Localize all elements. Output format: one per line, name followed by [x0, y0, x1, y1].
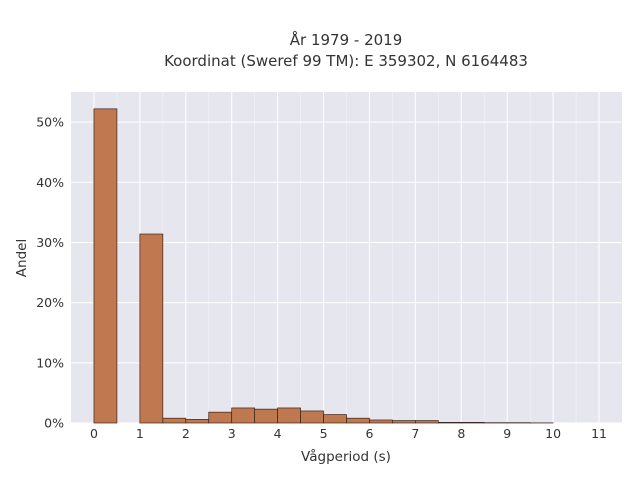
x-tick-label: 9: [503, 426, 511, 441]
histogram-bar: [369, 419, 393, 424]
y-tick-label: 50%: [36, 115, 64, 130]
x-tick-label: 2: [182, 426, 190, 441]
x-axis-label: Vågperiod (s): [301, 448, 391, 465]
histogram-bar: [300, 410, 324, 424]
y-tick-label: 40%: [36, 175, 64, 190]
bars: [93, 108, 554, 424]
histogram-bar: [460, 422, 485, 424]
x-tick-label: 8: [457, 426, 465, 441]
x-tick-label: 7: [411, 426, 419, 441]
histogram-bar: [139, 233, 164, 424]
grid-lines: [71, 92, 622, 424]
histogram-bar: [323, 414, 347, 424]
histogram-bar: [231, 407, 256, 424]
y-tick-label: 0%: [44, 416, 64, 431]
y-tick-label: 20%: [36, 295, 64, 310]
x-tick-labels: 0 1 2 3 4 5 6 7 8 9 10 11: [90, 426, 607, 441]
x-tick-label: 0: [90, 426, 98, 441]
x-tick-label: 10: [545, 426, 561, 441]
chart-title-line-2: Koordinat (Sweref 99 TM): E 359302, N 61…: [164, 52, 528, 70]
histogram-bar: [254, 408, 278, 424]
y-tick-label: 10%: [36, 355, 64, 370]
histogram-bar: [162, 417, 187, 424]
histogram-bar: [346, 417, 370, 424]
x-tick-label: 11: [591, 426, 607, 441]
x-tick-label: 3: [228, 426, 236, 441]
histogram-bar: [392, 420, 416, 424]
histogram-bar: [208, 411, 233, 424]
y-tick-labels: 0% 10% 20% 30% 40% 50%: [36, 115, 64, 431]
x-tick-label: 5: [320, 426, 328, 441]
x-tick-label: 4: [274, 426, 282, 441]
y-tick-label: 30%: [36, 235, 64, 250]
histogram-bar: [437, 422, 462, 424]
chart-title-line-1: År 1979 - 2019: [290, 30, 403, 49]
x-tick-label: 6: [365, 426, 373, 441]
histogram-bar: [277, 407, 301, 424]
y-axis-label: Andel: [14, 239, 30, 277]
histogram-bar: [93, 108, 118, 424]
x-tick-label: 1: [136, 426, 144, 441]
histogram-bar: [185, 419, 210, 424]
histogram-bar: [415, 420, 439, 424]
